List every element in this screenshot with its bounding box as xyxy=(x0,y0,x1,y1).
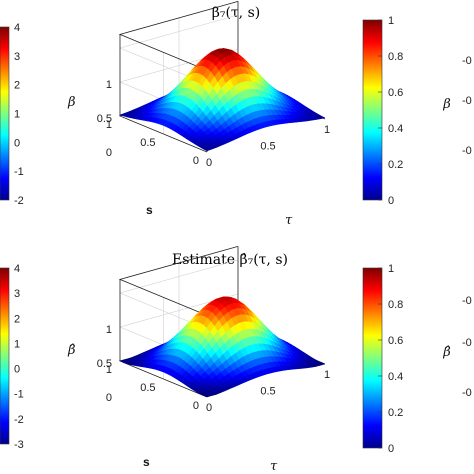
right-tick-label: -0 xyxy=(462,337,472,349)
left-colorbar-tick-label: 3 xyxy=(14,288,20,300)
x-tick-label: 0 xyxy=(206,402,212,414)
left-colorbar-tick-label: -2 xyxy=(14,414,24,426)
colorbar-tick-label: 0 xyxy=(388,443,394,455)
left-colorbar-tick-label: 0 xyxy=(14,137,20,149)
y-tick-label: 0.5 xyxy=(140,382,155,394)
colorbar: 0 0.2 0.4 0.6 0.8 1 xyxy=(362,15,403,207)
left-colorbar-bottom: 4 3 2 1 0 -1 -2 -3 xyxy=(0,263,24,451)
left-colorbar-tick-label: -2 xyxy=(14,195,24,207)
z-tick-label: 1 xyxy=(106,324,112,336)
right-tick-label: -0 xyxy=(462,55,472,67)
x-tick-label: 1 xyxy=(324,124,330,136)
right-tick-label: -0 xyxy=(462,95,472,107)
colorbar-tick-label: 0.6 xyxy=(388,335,403,347)
z-tick-label: 0 xyxy=(106,392,112,404)
left-colorbar-tick-label: -1 xyxy=(14,389,24,401)
z-tick-label: 0 xyxy=(106,147,112,159)
colorbar-tick-label: 0.2 xyxy=(388,407,403,419)
z-axis-label: β xyxy=(67,95,76,110)
left-colorbar-tick-label: 3 xyxy=(14,51,20,63)
left-colorbar-tick-label: 1 xyxy=(14,338,20,350)
left-colorbar-tick-label: -1 xyxy=(14,166,24,178)
x-tick-label: 0.5 xyxy=(260,386,275,398)
left-colorbar-tick-label: 2 xyxy=(14,313,20,325)
chart-title: β₇(τ, s) xyxy=(212,5,260,21)
left-colorbar-tick-label: 4 xyxy=(14,263,20,275)
right-tick-label: -0 xyxy=(462,145,472,157)
left-colorbar-tick-label: 0 xyxy=(14,364,20,376)
x-tick-label: 0 xyxy=(206,157,212,169)
colorbar: 0 0.2 0.4 0.6 0.8 1 xyxy=(362,263,403,455)
colorbar-tick-label: 0.4 xyxy=(388,123,403,135)
surface xyxy=(119,296,326,398)
y-axis-label: s xyxy=(143,455,150,469)
axis-top xyxy=(118,246,239,316)
left-colorbar-tick-label: 2 xyxy=(14,80,20,92)
right-ylabel: β xyxy=(442,97,451,112)
colorbar-tick-label: 0.2 xyxy=(388,159,403,171)
colorbar-tick-label: 1 xyxy=(388,263,394,275)
right-ylabel: β̂ xyxy=(442,345,451,360)
colorbar-tick-label: 0.6 xyxy=(388,87,403,99)
colorbar-tick-label: 0.4 xyxy=(388,371,403,383)
z-tick-label: 0.5 xyxy=(97,358,112,370)
surface xyxy=(119,48,326,152)
right-partial-bottom: β̂ -0 -0 -0 xyxy=(442,295,472,399)
y-tick-label: 0 xyxy=(193,400,199,412)
right-tick-label: -0 xyxy=(462,387,472,399)
right-tick-label: -0 xyxy=(462,295,472,307)
y-tick-label: 1 xyxy=(106,119,112,131)
colorbar-tick-label: 0.8 xyxy=(388,299,403,311)
z-tick-label: 0.5 xyxy=(97,113,112,125)
left-colorbar-top: 4 3 2 1 0 -1 -2 xyxy=(0,22,24,207)
surface-patch xyxy=(202,394,213,398)
chart-title: Estimate β̂₇(τ, s) xyxy=(172,252,288,268)
x-tick-label: 1 xyxy=(324,369,330,381)
surface-patch xyxy=(203,147,213,152)
colorbar-tick-label: 0.8 xyxy=(388,51,403,63)
axis-top xyxy=(118,1,239,71)
left-colorbar-tick-label: 1 xyxy=(14,109,20,121)
z-tick-label: 1 xyxy=(106,79,112,91)
left-colorbar-tick-label: 4 xyxy=(14,22,20,34)
colorbar-tick-label: 1 xyxy=(388,15,394,27)
y-tick-label: 0.5 xyxy=(140,137,155,149)
x-axis-label: τ xyxy=(285,213,293,228)
y-tick-label: 0 xyxy=(193,155,199,167)
y-tick-label: 1 xyxy=(106,364,112,376)
x-axis-label: τ xyxy=(270,459,278,474)
x-tick-label: 0.5 xyxy=(260,141,275,153)
y-axis-label: s xyxy=(146,203,153,217)
right-partial-top: β -0 -0 -0 xyxy=(442,55,472,157)
left-colorbar-tick-label: -3 xyxy=(14,439,24,451)
colorbar-tick-label: 0 xyxy=(388,195,394,207)
z-axis-label: β̂ xyxy=(67,343,76,358)
